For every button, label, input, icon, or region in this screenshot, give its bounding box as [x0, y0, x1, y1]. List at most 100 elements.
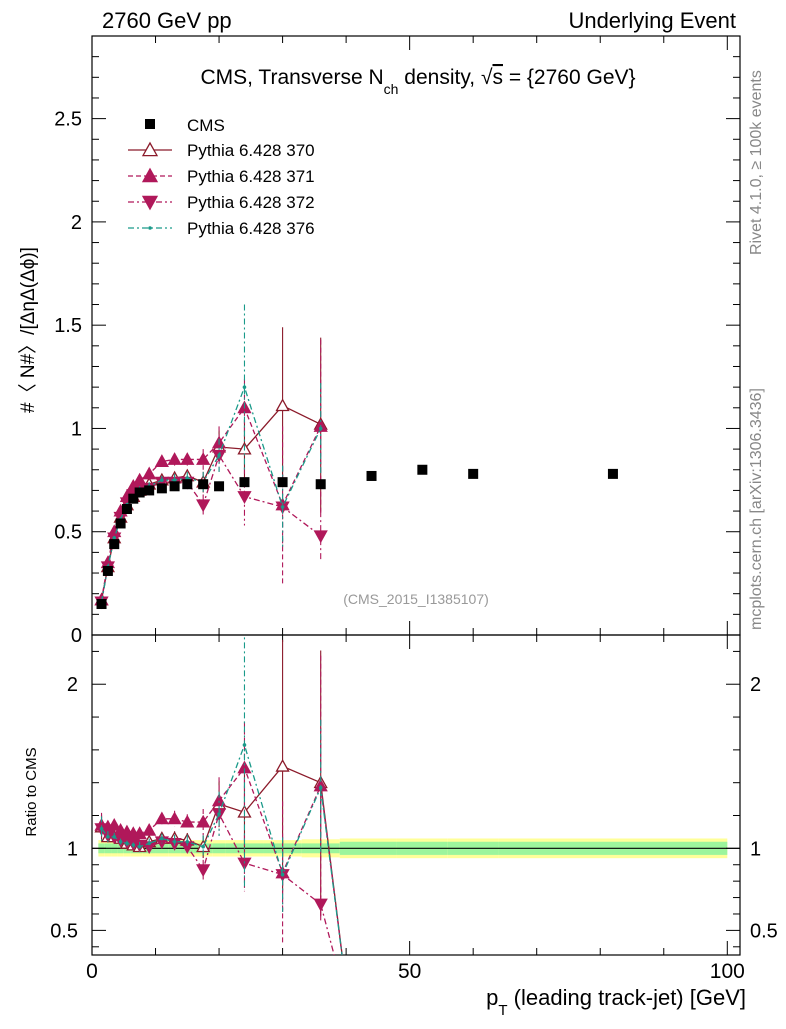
cms-data-point	[277, 477, 288, 488]
cms-data-point	[115, 518, 126, 529]
series-372-point	[196, 499, 211, 513]
analysis-id-label: (CMS_2015_I1385107)	[343, 591, 489, 607]
series-372-ratio-point	[313, 898, 328, 912]
series-376-point	[318, 426, 323, 431]
cms-data-point	[109, 539, 120, 550]
cms-data-point	[128, 493, 139, 504]
y-tick-label: 0	[71, 625, 82, 647]
legend-371-label: Pythia 6.428 371	[187, 167, 315, 186]
series-372-point	[237, 491, 252, 504]
series-371-ratio-point	[180, 814, 195, 828]
cms-data-point	[468, 468, 479, 479]
series-371-point	[196, 452, 211, 465]
series-371-point	[180, 452, 195, 465]
ratio-y-tick-label: 2	[750, 674, 761, 696]
series-376-point	[185, 476, 190, 480]
series-376-point	[217, 453, 221, 458]
cms-data-point	[315, 479, 326, 490]
mcplots-reference-label: mcplots.cern.ch [arXiv:1306.3436]	[748, 388, 765, 630]
series-371-point	[132, 472, 147, 486]
y-tick-label: 2.5	[54, 109, 82, 131]
rivet-version-label: Rivet 4.1.0, ≥ 100k events	[748, 70, 765, 255]
series-371-point	[167, 452, 182, 465]
series-376-ratio-point	[125, 841, 129, 846]
series-376-line	[100, 385, 322, 603]
series-376-ratio-point	[137, 844, 142, 849]
y-tick-label: 1	[71, 418, 82, 440]
series-376-ratio-line	[101, 742, 343, 955]
series-376-ratio-point	[242, 743, 247, 747]
cms-data-point	[169, 481, 180, 492]
series-376-ratio-point	[160, 836, 164, 841]
legend-376-label: Pythia 6.428 376	[187, 219, 315, 238]
series-376-ratio-point	[201, 844, 205, 849]
series-376-ratio-point	[318, 785, 323, 790]
header-energy-label: 2760 GeV pp	[102, 8, 232, 33]
ratio-plot-frame	[91, 634, 741, 956]
series-376-ratio-point	[106, 835, 110, 839]
series-376-ratio-point	[131, 843, 136, 847]
legend-371-marker	[141, 167, 159, 183]
series-370-ratio-line	[100, 765, 343, 955]
cms-data-point	[144, 485, 155, 496]
ratio-y-tick-label: 1	[750, 838, 761, 860]
ratio-y-tick-label: 0.5	[50, 920, 78, 942]
series-371-point	[142, 466, 157, 480]
chart-title: CMS, Transverse Nch density, √s = {2760 …	[200, 66, 635, 97]
legend-marker-cms	[145, 119, 155, 129]
series-376-point	[172, 478, 177, 482]
legend-376-marker	[148, 226, 152, 230]
legend: CMS Pythia 6.428 370 Pythia 6.428 371 Pythi…	[128, 116, 315, 238]
cms-data-point	[214, 481, 225, 492]
y-tick-label: 1.5	[54, 315, 82, 337]
cms-data-point	[134, 487, 145, 498]
cms-data-point	[96, 599, 107, 610]
cms-data-point	[102, 565, 113, 576]
series-371-ratio-line	[101, 766, 343, 955]
cms-data-point	[366, 470, 377, 481]
series-376-ratio-point	[172, 839, 177, 844]
legend-label-cms: CMS	[187, 116, 225, 135]
ratio-y-tick-label: 0.5	[750, 920, 778, 942]
cms-data-point	[198, 479, 209, 490]
series-371-ratio-point	[142, 822, 157, 836]
series-372-point	[313, 530, 328, 544]
x-tick-label: 0	[86, 960, 98, 983]
series-372-ratio-point	[196, 864, 211, 878]
series-376-ratio-point	[112, 835, 117, 839]
series-376-point	[112, 536, 117, 540]
series-376-point	[160, 478, 164, 482]
series-371-ratio-point	[211, 793, 227, 807]
ratio-y-tick-label: 2	[67, 674, 78, 696]
series-371-ratio-point	[196, 814, 211, 828]
legend-370-label: Pythia 6.428 370	[187, 141, 315, 160]
ratio-series-group	[94, 635, 343, 955]
x-tick-label: 100	[710, 960, 745, 983]
series-370-point	[275, 398, 290, 412]
main-plot-area: 0 0.5 1 1.5 2 2.5	[54, 35, 741, 647]
cms-data-point	[417, 464, 428, 475]
cms-data-point	[156, 483, 167, 494]
x-tick-label: 50	[398, 960, 421, 983]
x-axis-label: pT (leading track-jet) [GeV]	[486, 985, 746, 1019]
ratio-y-tick-label: 1	[67, 838, 78, 860]
legend-370-marker	[141, 141, 159, 157]
cms-data-point	[182, 479, 193, 490]
series-376-ratio-point	[217, 812, 221, 816]
y-tick-label: 0.5	[54, 522, 82, 544]
cms-data-point	[239, 477, 250, 488]
legend-372-label: Pythia 6.428 372	[187, 193, 315, 212]
series-376-ratio-point	[280, 872, 285, 877]
series-371-ratio-point	[167, 811, 182, 825]
series-372-line	[100, 453, 322, 603]
series-376-point	[280, 505, 285, 509]
cms-data-point	[121, 504, 132, 515]
series-376-ratio-point	[147, 841, 151, 846]
series-371-ratio-point	[154, 811, 169, 825]
series-376-ratio-point	[185, 839, 190, 844]
series-370-ratio-point	[275, 758, 290, 772]
series-376-ratio-point	[118, 839, 123, 844]
legend-372-marker	[141, 195, 159, 211]
